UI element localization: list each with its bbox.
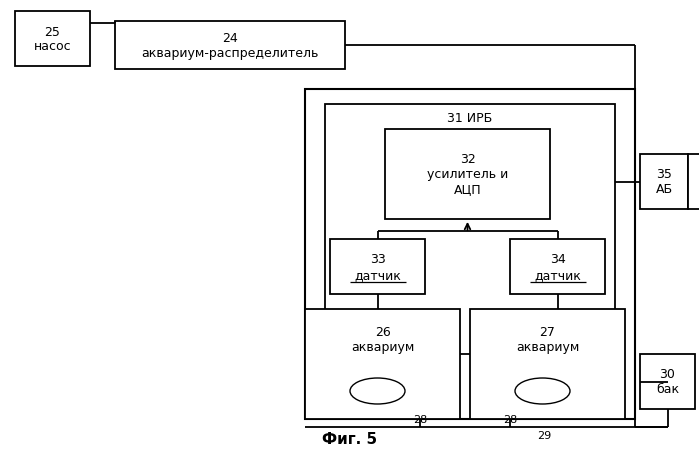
Text: 33: 33 [370, 253, 385, 265]
Text: 34: 34 [549, 253, 565, 265]
Text: 35
АБ: 35 АБ [656, 168, 672, 196]
Text: 26
аквариум: 26 аквариум [351, 325, 415, 353]
Text: 25
насос: 25 насос [34, 25, 71, 53]
Bar [510, 239, 605, 294]
Bar [325, 105, 615, 354]
Text: 29: 29 [537, 430, 551, 440]
Text: 32
усилитель и
АЦП: 32 усилитель и АЦП [427, 153, 508, 196]
Text: датчик: датчик [354, 268, 401, 281]
Text: 31 ИРБ: 31 ИРБ [447, 112, 493, 125]
Ellipse shape [350, 378, 405, 404]
Bar [115, 22, 345, 70]
Bar [305, 90, 635, 419]
Bar [385, 130, 550, 219]
Text: 28: 28 [503, 414, 517, 424]
Text: 24
аквариум-распределитель: 24 аквариум-распределитель [141, 32, 319, 60]
Text: датчик: датчик [534, 268, 581, 281]
Ellipse shape [515, 378, 570, 404]
Bar [305, 309, 460, 419]
Text: Фиг. 5: Фиг. 5 [322, 431, 377, 446]
Bar [640, 354, 695, 409]
Bar [470, 309, 625, 419]
Bar [330, 239, 425, 294]
Text: 27
аквариум: 27 аквариум [516, 325, 579, 353]
Bar [688, 155, 699, 210]
Text: 30
бак: 30 бак [656, 368, 679, 396]
Bar [640, 155, 688, 210]
Bar [15, 12, 90, 67]
Text: 28: 28 [413, 414, 427, 424]
